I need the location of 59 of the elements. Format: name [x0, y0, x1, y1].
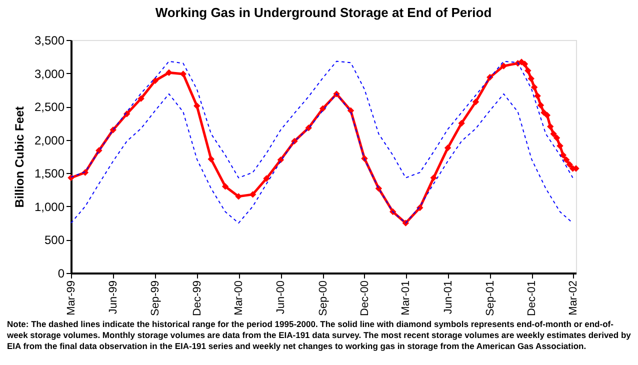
x-tick-label: Mar-01 — [400, 280, 412, 316]
y-tick-label: 0 — [58, 266, 65, 280]
point — [138, 95, 144, 102]
point — [291, 138, 298, 145]
y-axis-title: Billion Cubic Feet — [12, 106, 26, 208]
x-tick-label: Dec-99 — [191, 280, 204, 316]
y-tick-label: 2,000 — [34, 133, 65, 148]
y-tick-label: 2,500 — [34, 100, 65, 114]
point — [375, 185, 382, 192]
point — [560, 152, 567, 159]
point — [528, 75, 534, 82]
point — [430, 174, 437, 182]
x-tick-label: Dec-01 — [526, 280, 538, 316]
point — [556, 142, 564, 150]
y-tick-label: 500 — [44, 233, 65, 248]
point — [68, 174, 74, 182]
x-tick-label: Jun-99 — [108, 280, 120, 314]
point — [563, 156, 570, 164]
x-tick-label: Mar-99 — [66, 280, 78, 316]
point — [534, 92, 541, 100]
point — [110, 126, 116, 134]
y-tick-label: 3,500 — [34, 34, 65, 48]
x-tick-label: Sep-99 — [150, 280, 162, 316]
point — [444, 144, 452, 152]
x-tick-label: Mar-02 — [567, 280, 580, 316]
point — [166, 69, 172, 76]
x-tick-label: Mar-00 — [233, 280, 246, 316]
point — [458, 120, 465, 127]
y-tick-label: 3,000 — [34, 66, 65, 81]
x-tick-label: Jun-00 — [275, 280, 288, 314]
point — [566, 161, 573, 168]
point — [249, 191, 256, 198]
point — [319, 105, 326, 112]
point — [537, 102, 544, 109]
x-tick-label: Sep-00 — [317, 280, 330, 316]
point — [530, 84, 538, 91]
point — [235, 193, 242, 200]
point — [524, 67, 532, 74]
point — [194, 102, 200, 110]
point — [263, 175, 270, 182]
point — [152, 77, 159, 84]
y-tick-label: 1,000 — [34, 200, 65, 214]
text: Note: The dashed lines indicate the historical range for the period 1995-2000. The solid line with diamond symbols represents end-of-month or end-of-week storage volumes. Monthly storage volumes are data from the EIA-191 data survey. The most recent storage volumes are weekly estimates derived by EIA from the final data observation in the EIA-191 series and weekly net changes to working gas in storage from the American Gas Association. — [6, 319, 632, 351]
point — [500, 62, 508, 70]
x-tick-label: Dec-00 — [358, 280, 371, 316]
point — [305, 124, 312, 132]
point — [521, 60, 528, 68]
x-tick-label: Jun-01 — [442, 280, 454, 314]
point — [472, 98, 480, 106]
point — [180, 70, 187, 78]
point — [550, 130, 557, 138]
point — [208, 156, 214, 163]
point — [553, 134, 560, 142]
x-tick-label: Sep-01 — [484, 280, 496, 316]
y-tick-label: 1,500 — [34, 166, 65, 181]
chart-title: Working Gas in Underground Storage at End of Period — [155, 5, 492, 20]
point — [544, 112, 551, 119]
point — [547, 123, 554, 130]
point — [222, 183, 229, 190]
